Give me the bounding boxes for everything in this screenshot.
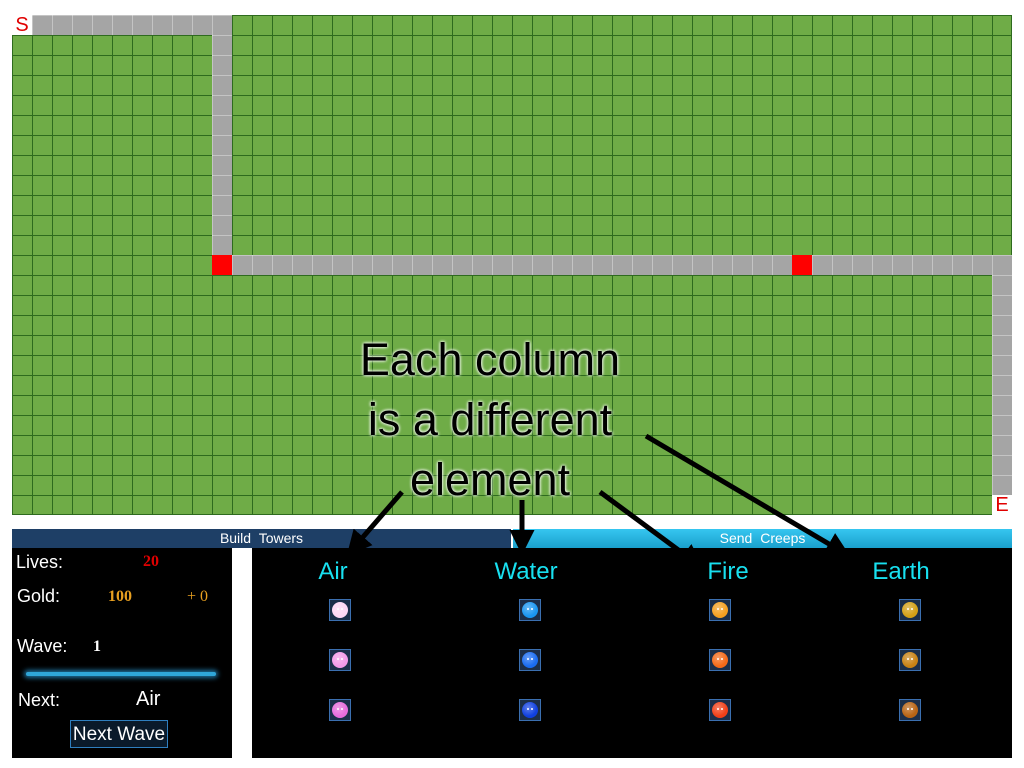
column-header-water: Water	[494, 558, 558, 585]
earth-tower-button[interactable]	[899, 699, 921, 721]
blocked-tile[interactable]	[212, 255, 232, 275]
arrow-to-earth	[644, 433, 851, 557]
earth-tower-button[interactable]	[899, 649, 921, 671]
air-orb-icon	[332, 652, 348, 668]
fire-orb-icon	[712, 652, 728, 668]
gold-value: 100	[108, 588, 132, 605]
arrow-to-fire	[598, 489, 705, 569]
next-wave-type: Air	[136, 688, 161, 710]
air-tower-button[interactable]	[329, 649, 351, 671]
wave-progress-bar	[26, 672, 216, 676]
tab-build-towers[interactable]: Build Towers	[12, 529, 511, 548]
fire-orb-icon	[712, 602, 728, 618]
earth-tower-button[interactable]	[899, 599, 921, 621]
earth-orb-icon	[902, 702, 918, 718]
water-orb-icon	[522, 602, 538, 618]
earth-orb-icon	[902, 652, 918, 668]
next-wave-button[interactable]: Next Wave	[70, 720, 168, 748]
annotation-line: is a different	[367, 394, 613, 445]
tab-send-creeps[interactable]: Send Creeps	[513, 529, 1012, 548]
lives-label: Lives:	[16, 552, 64, 572]
water-orb-icon	[522, 652, 538, 668]
blocked-tile[interactable]	[792, 255, 812, 275]
air-orb-icon	[332, 602, 348, 618]
next-label: Next:	[18, 690, 61, 710]
wave-label: Wave:	[17, 636, 68, 656]
towers-panel: Air Water Fire Earth	[252, 548, 1012, 758]
column-header-air: Air	[318, 558, 348, 585]
creep-path-segment	[212, 255, 1012, 275]
column-header-earth: Earth	[872, 558, 930, 585]
annotation-text: Each column is a different element	[300, 330, 680, 510]
column-header-fire: Fire	[707, 558, 749, 585]
fire-tower-button[interactable]	[709, 599, 731, 621]
arrow-to-air	[346, 490, 404, 556]
earth-orb-icon	[902, 602, 918, 618]
wave-value: 1	[93, 638, 101, 655]
fire-tower-button[interactable]	[709, 649, 731, 671]
game-board[interactable]: S E	[12, 15, 1012, 515]
end-marker: E	[992, 495, 1012, 515]
fire-orb-icon	[712, 702, 728, 718]
gold-label: Gold:	[17, 586, 61, 606]
lives-value: 20	[143, 553, 159, 570]
water-tower-button[interactable]	[519, 699, 541, 721]
fire-tower-button[interactable]	[709, 699, 731, 721]
creep-path-segment	[212, 15, 232, 275]
creep-path-segment	[32, 15, 232, 35]
gold-income: + 0	[187, 588, 209, 605]
water-orb-icon	[522, 702, 538, 718]
annotation-line: Each column	[359, 334, 621, 385]
creep-path-segment	[992, 255, 1012, 495]
air-orb-icon	[332, 702, 348, 718]
air-tower-button[interactable]	[329, 699, 351, 721]
start-marker: S	[12, 15, 32, 35]
status-panel: Lives: 20 Gold: 100 + 0 Wave: 1 Next: Ai…	[12, 548, 232, 758]
annotation-line: element	[409, 454, 571, 505]
water-tower-button[interactable]	[519, 599, 541, 621]
water-tower-button[interactable]	[519, 649, 541, 671]
air-tower-button[interactable]	[329, 599, 351, 621]
